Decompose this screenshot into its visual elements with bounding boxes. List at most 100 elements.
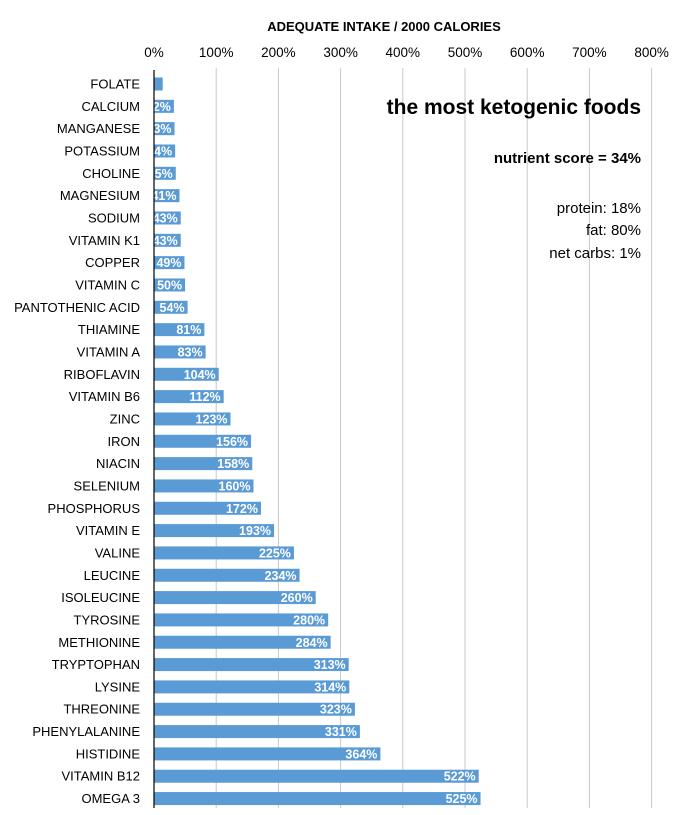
category-label: PHOSPHORUS (48, 501, 141, 516)
data-label: 525% (446, 792, 478, 806)
category-label: VITAMIN C (75, 277, 140, 292)
bar (154, 323, 205, 337)
category-label: VITAMIN A (77, 344, 141, 359)
bar (154, 769, 479, 783)
bar (154, 99, 174, 113)
data-label: 104% (184, 368, 216, 382)
category-label: METHIONINE (58, 635, 140, 650)
x-tick-label: 600% (510, 45, 545, 60)
x-tick-label: 0% (144, 45, 164, 60)
axis-title: ADEQUATE INTAKE / 2000 CALORIES (267, 19, 501, 34)
bar (154, 658, 349, 672)
data-label: 323% (320, 703, 352, 717)
category-label: THREONINE (63, 702, 140, 717)
data-label: 160% (219, 479, 251, 493)
category-label: TYROSINE (74, 612, 141, 627)
category-label: TRYPTOPHAN (52, 657, 140, 672)
bar (154, 278, 186, 292)
data-label: 364% (345, 747, 377, 761)
category-label: CALCIUM (81, 99, 140, 114)
category-label: ISOLEUCINE (61, 590, 140, 605)
data-label: 156% (216, 435, 248, 449)
nutrient-score: nutrient score = 34% (493, 150, 641, 167)
category-label: CHOLINE (82, 166, 140, 181)
bar (154, 702, 355, 716)
data-label: 313% (314, 658, 346, 672)
bar (154, 725, 360, 739)
value-labels: 32% 33% 34% 35% 41% 43% 43% 49% 50% 54% 81% 83% 104%… (146, 100, 478, 806)
data-label: 50% (157, 278, 182, 292)
gridlines (215, 68, 653, 808)
data-label: 314% (314, 680, 346, 694)
bar (154, 568, 300, 582)
x-tick-label: 100% (199, 45, 234, 60)
bar (154, 412, 231, 426)
bar (154, 390, 224, 404)
bar (154, 501, 261, 515)
protein-percent: protein: 18% (556, 200, 641, 217)
data-label: 331% (325, 725, 357, 739)
x-tick-label: 700% (572, 45, 607, 60)
data-label: 49% (156, 256, 181, 270)
bar (154, 256, 185, 270)
data-label: 81% (176, 323, 201, 337)
bar (154, 345, 206, 359)
category-label: VITAMIN B12 (61, 769, 140, 784)
category-label: VITAMIN K1 (69, 233, 140, 248)
data-label: 522% (444, 770, 476, 784)
category-label: RIBOFLAVIN (64, 367, 140, 382)
data-label: 225% (259, 546, 291, 560)
data-label: 35% (148, 167, 173, 181)
category-label: VALINE (95, 545, 141, 560)
data-label: 260% (281, 591, 313, 605)
data-label: 43% (153, 211, 178, 225)
category-label: ZINC (110, 411, 140, 426)
data-label: 32% (146, 100, 171, 114)
fat-percent: fat: 80% (585, 222, 641, 239)
x-tick-label: 400% (386, 45, 421, 60)
bar (154, 300, 188, 314)
bar (154, 122, 175, 136)
category-label: SODIUM (88, 210, 140, 225)
data-label: 112% (189, 390, 220, 404)
bar (154, 591, 316, 605)
category-label: HISTIDINE (76, 746, 141, 761)
bar (154, 77, 163, 91)
category-label: LEUCINE (84, 568, 141, 583)
category-label: PHENYLALANINE (32, 724, 140, 739)
bar (154, 680, 350, 694)
x-tick-label: 500% (448, 45, 483, 60)
data-label: 284% (296, 636, 328, 650)
data-label: 234% (265, 569, 297, 583)
data-label: 280% (293, 613, 325, 627)
data-label: 158% (217, 457, 249, 471)
bar (154, 166, 176, 180)
bar (154, 479, 254, 493)
chart-headline: the most ketogenic foods (386, 96, 641, 119)
category-label: NIACIN (96, 456, 140, 471)
data-label: 41% (151, 189, 176, 203)
category-label: COPPER (85, 255, 140, 270)
data-label: 33% (146, 122, 171, 136)
x-tick-label: 300% (323, 45, 358, 60)
category-label: OMEGA 3 (81, 791, 140, 806)
category-label: PANTOTHENIC ACID (14, 300, 140, 315)
data-label: 123% (196, 412, 228, 426)
net-carbs-percent: net carbs: 1% (549, 245, 641, 262)
bar (154, 211, 181, 225)
bars (154, 77, 481, 806)
category-labels: FOLATE CALCIUM MANGANESE POTASSIUM CHOLINE MA… (14, 77, 140, 807)
bar (154, 457, 253, 471)
category-label: LYSINE (95, 679, 141, 694)
bar (154, 367, 219, 381)
bar (154, 747, 381, 761)
bar (154, 233, 181, 247)
data-label: 83% (178, 345, 203, 359)
x-tick-label: 800% (634, 45, 669, 60)
x-tick-label: 200% (261, 45, 296, 60)
bar (154, 546, 294, 560)
category-label: POTASSIUM (64, 143, 140, 158)
category-label: VITAMIN B6 (69, 389, 140, 404)
data-label: 43% (153, 234, 178, 248)
